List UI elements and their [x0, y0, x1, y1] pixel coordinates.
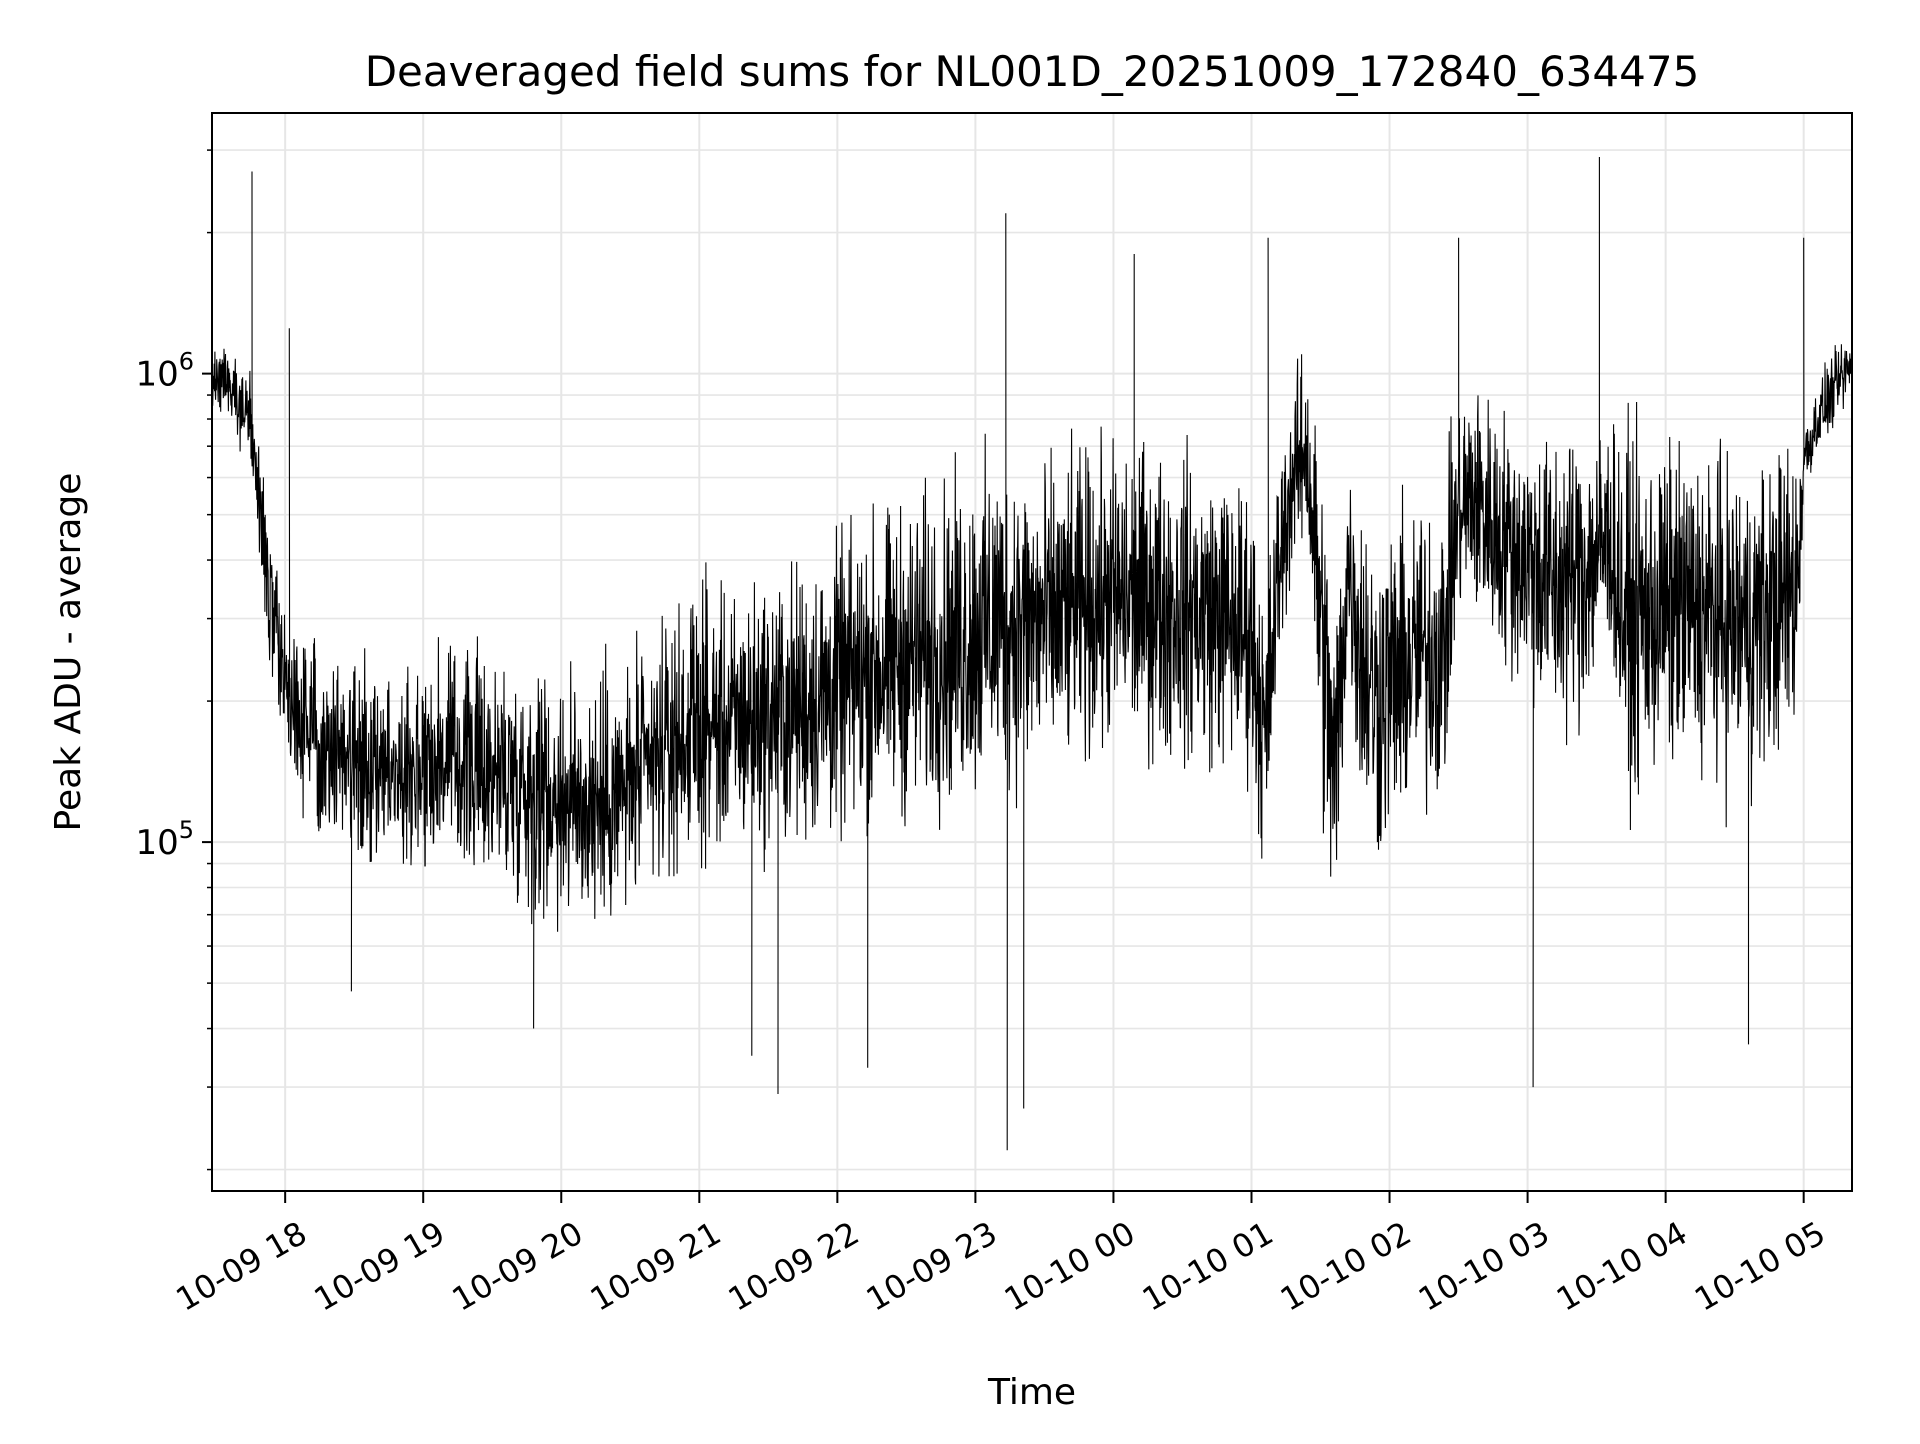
y-axis: 105 106 [135, 149, 212, 1171]
chart-title: Deaveraged field sums for NL001D_2025100… [365, 47, 1700, 96]
y-tick-label: 105 [135, 816, 194, 863]
series-line [211, 157, 1853, 1151]
y-axis-label: Peak ADU - average [48, 473, 89, 832]
y-tick-label: 106 [135, 348, 194, 395]
plot-frame [211, 112, 1853, 1192]
x-axis-label: Time [987, 1372, 1076, 1413]
plot-layer [211, 157, 1853, 1151]
